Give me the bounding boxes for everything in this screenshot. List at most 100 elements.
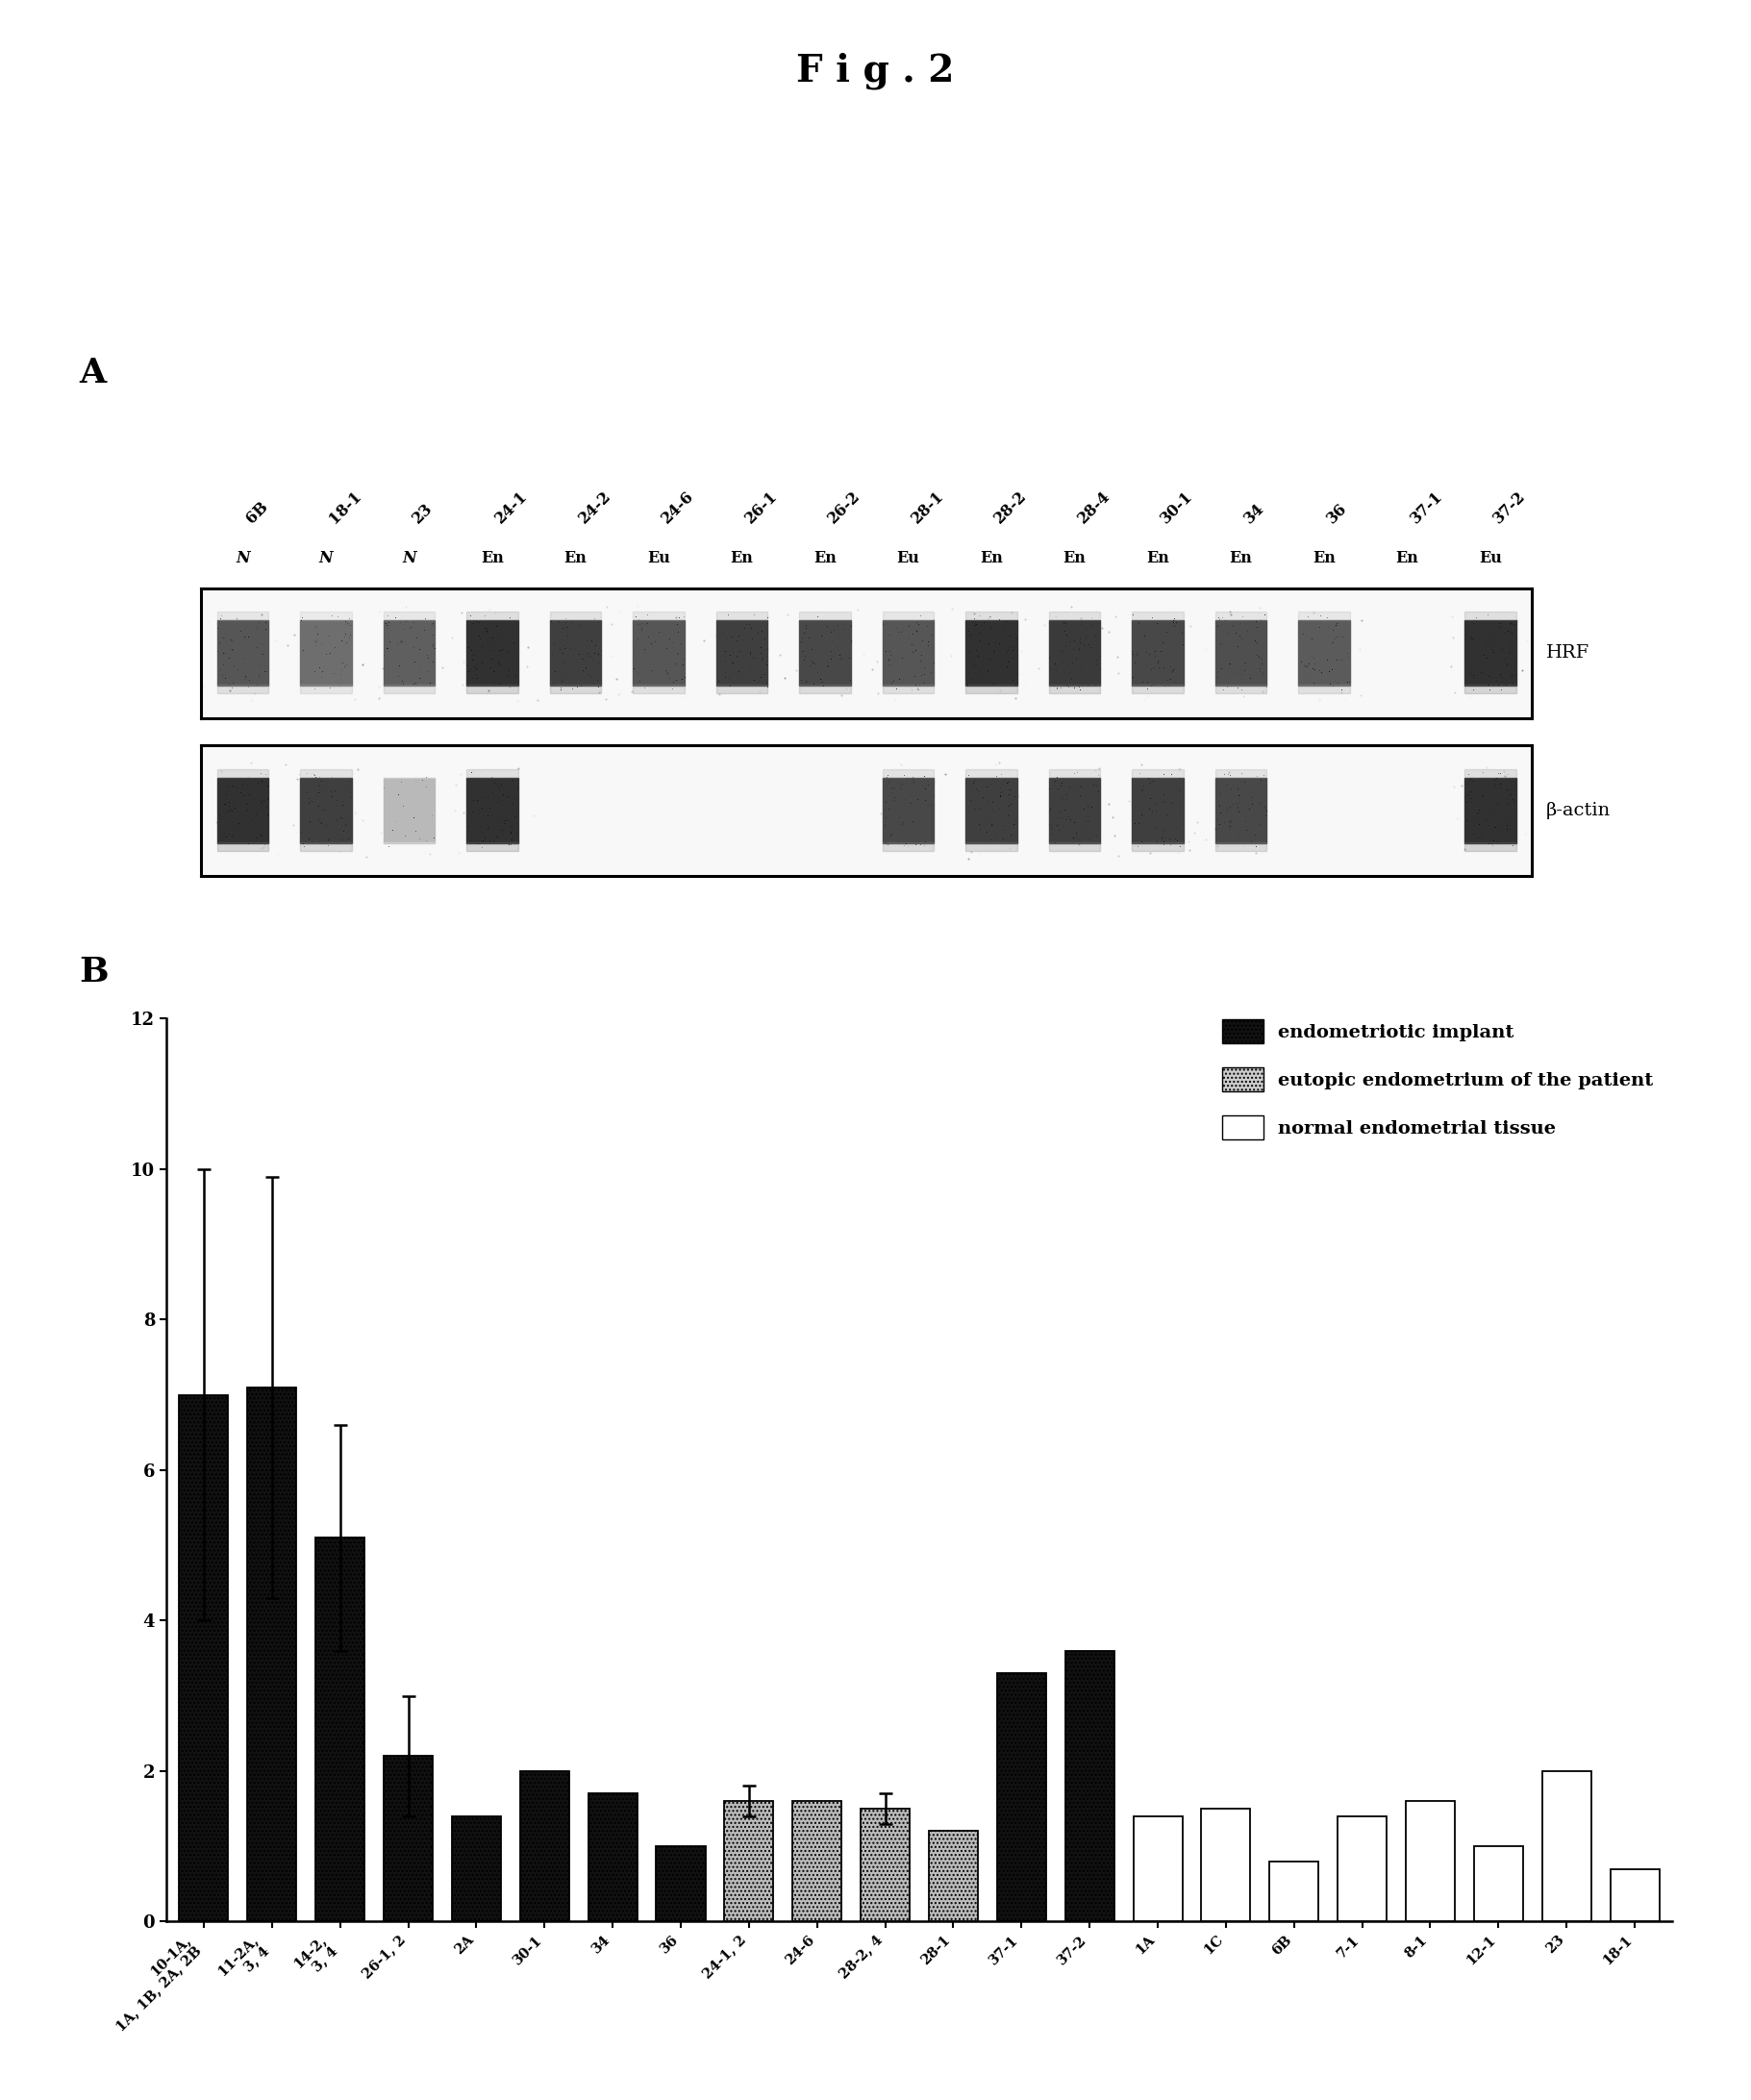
Bar — [1466, 622, 1516, 685]
Bar — [1215, 685, 1266, 693]
Text: A: A — [79, 357, 105, 391]
Bar — [1466, 779, 1516, 842]
Bar — [1466, 611, 1516, 620]
Text: N: N — [403, 550, 417, 567]
Text: HRF: HRF — [1546, 645, 1590, 662]
Bar — [634, 622, 685, 685]
Text: 26-1: 26-1 — [742, 487, 781, 527]
Bar — [468, 769, 518, 779]
Text: 28-2: 28-2 — [991, 487, 1031, 527]
Text: 36: 36 — [1324, 500, 1350, 527]
Text: En: En — [1147, 550, 1170, 567]
Bar — [301, 622, 352, 685]
Text: N: N — [236, 550, 250, 567]
Bar — [1201, 1808, 1250, 1922]
Bar — [657, 1846, 706, 1922]
Bar — [383, 1756, 432, 1922]
Bar — [1215, 842, 1266, 851]
Bar — [550, 611, 601, 620]
Bar — [1215, 769, 1266, 779]
Text: 30-1: 30-1 — [1157, 487, 1196, 527]
Bar — [1049, 769, 1100, 779]
Text: β-actin: β-actin — [1546, 802, 1611, 819]
Bar — [967, 779, 1017, 842]
Text: 37-2: 37-2 — [1490, 487, 1529, 527]
Bar — [383, 842, 434, 851]
Legend: endometriotic implant, eutopic endometrium of the patient, normal endometrial ti: endometriotic implant, eutopic endometri… — [1213, 1010, 1663, 1149]
Bar — [883, 611, 933, 620]
Text: En: En — [981, 550, 1003, 567]
Bar — [967, 611, 1017, 620]
Bar — [1133, 769, 1184, 779]
Bar — [468, 611, 518, 620]
Bar — [634, 685, 685, 693]
Bar — [1269, 1861, 1319, 1922]
Bar — [967, 842, 1017, 851]
Text: 24-6: 24-6 — [658, 487, 697, 527]
Bar — [1611, 1869, 1660, 1922]
Bar — [883, 842, 933, 851]
Bar — [217, 685, 268, 693]
Bar — [301, 769, 352, 779]
Text: En: En — [1229, 550, 1252, 567]
Bar — [301, 842, 352, 851]
Bar — [1065, 1651, 1114, 1922]
Bar — [1215, 779, 1266, 842]
Text: 26-2: 26-2 — [825, 487, 863, 527]
Bar — [1133, 685, 1184, 693]
Text: Eu: Eu — [1480, 550, 1502, 567]
Bar — [468, 622, 518, 685]
Bar — [1215, 611, 1266, 620]
Bar — [1338, 1817, 1387, 1922]
Bar — [1406, 1802, 1455, 1922]
Text: 34: 34 — [1241, 500, 1268, 527]
Text: En: En — [1313, 550, 1336, 567]
Bar — [800, 685, 851, 693]
Bar — [383, 685, 434, 693]
Bar — [716, 622, 767, 685]
Bar — [883, 685, 933, 693]
Bar — [1133, 1817, 1182, 1922]
Bar — [634, 611, 685, 620]
Bar — [1215, 622, 1266, 685]
Bar — [550, 622, 601, 685]
Bar — [1049, 842, 1100, 851]
Text: 24-2: 24-2 — [576, 487, 615, 527]
Bar — [301, 611, 352, 620]
Bar — [1474, 1846, 1523, 1922]
Bar — [1049, 685, 1100, 693]
Text: 23: 23 — [410, 500, 436, 527]
Bar — [1049, 779, 1100, 842]
Bar — [1299, 611, 1350, 620]
Text: En: En — [1063, 550, 1086, 567]
Bar — [315, 1537, 364, 1922]
Bar — [588, 1793, 637, 1922]
Bar — [967, 622, 1017, 685]
Bar — [1466, 685, 1516, 693]
Bar — [928, 1831, 977, 1922]
Bar — [383, 779, 434, 842]
Bar — [452, 1817, 501, 1922]
Text: N: N — [319, 550, 333, 567]
Bar — [1133, 779, 1184, 842]
Bar — [716, 685, 767, 693]
Bar — [1133, 622, 1184, 685]
Bar — [1049, 611, 1100, 620]
Bar — [520, 1770, 569, 1922]
Text: 24-1: 24-1 — [492, 487, 531, 527]
Bar — [1133, 611, 1184, 620]
Bar — [1466, 769, 1516, 779]
Bar — [996, 1674, 1045, 1922]
Bar — [883, 769, 933, 779]
Bar — [1049, 622, 1100, 685]
Text: F i g . 2: F i g . 2 — [797, 52, 954, 90]
Bar — [247, 1388, 296, 1922]
Text: En: En — [482, 550, 504, 567]
Bar — [217, 779, 268, 842]
Bar — [883, 622, 933, 685]
Bar — [179, 1394, 228, 1922]
Text: Eu: Eu — [648, 550, 671, 567]
Bar — [861, 1808, 911, 1922]
Bar — [217, 769, 268, 779]
Bar — [217, 622, 268, 685]
